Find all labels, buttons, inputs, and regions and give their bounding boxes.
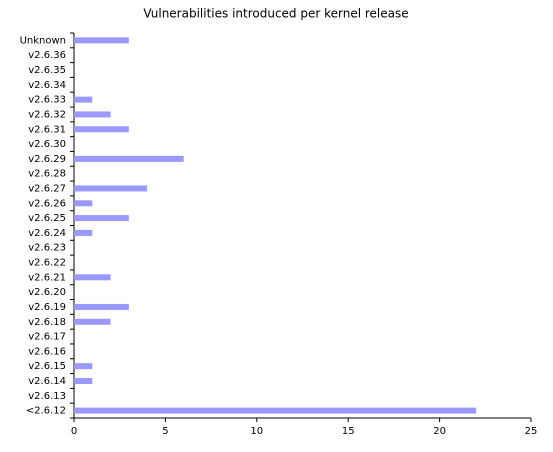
y-tick-label: v2.6.18 (28, 317, 66, 328)
y-tick-label: v2.6.16 (28, 346, 66, 357)
bar (74, 303, 129, 310)
x-tick-label: 5 (162, 426, 168, 437)
bar (74, 407, 477, 414)
bar (74, 363, 93, 370)
y-tick-label: v2.6.19 (28, 302, 66, 313)
y-tick-label: v2.6.36 (28, 50, 66, 61)
y-tick-label: v2.6.33 (28, 95, 66, 106)
bar (74, 215, 129, 222)
y-tick-label: v2.6.30 (28, 139, 66, 150)
y-tick-label: v2.6.31 (28, 124, 66, 135)
bar (74, 229, 93, 236)
bar (74, 37, 129, 44)
y-tick-label: v2.6.14 (28, 376, 66, 387)
bar (74, 126, 129, 133)
y-tick-label: v2.6.13 (28, 391, 66, 402)
y-tick-label: v2.6.20 (28, 287, 66, 298)
y-tick-label: v2.6.28 (28, 169, 66, 180)
bar (74, 377, 93, 384)
y-tick-label: v2.6.22 (28, 258, 66, 269)
bar (74, 185, 148, 192)
y-tick-label: v2.6.35 (28, 65, 66, 76)
y-tick-label: Unknown (20, 35, 66, 46)
x-tick-label: 25 (525, 426, 538, 437)
y-tick-label: v2.6.29 (28, 154, 66, 165)
bar (74, 318, 111, 325)
y-tick-label: v2.6.24 (28, 228, 66, 239)
bar (74, 274, 111, 281)
x-tick-label: 10 (250, 426, 263, 437)
y-tick-label: v2.6.27 (28, 183, 66, 194)
y-tick-label: v2.6.23 (28, 243, 66, 254)
y-tick-label: v2.6.17 (28, 332, 66, 343)
bar (74, 200, 93, 207)
y-tick-label: v2.6.15 (28, 361, 66, 372)
bar (74, 111, 111, 118)
x-tick-label: 20 (433, 426, 446, 437)
x-tick-label: 0 (71, 426, 77, 437)
bar (74, 155, 184, 162)
y-tick-label: v2.6.25 (28, 213, 66, 224)
x-tick-label: 15 (342, 426, 355, 437)
y-tick-label: v2.6.21 (28, 272, 66, 283)
y-tick-label: v2.6.26 (28, 198, 66, 209)
chart-title: Vulnerabilities introduced per kernel re… (143, 7, 408, 21)
y-tick-label: v2.6.32 (28, 109, 66, 120)
y-tick-label: <2.6.12 (26, 406, 66, 417)
y-tick-label: v2.6.34 (28, 80, 66, 91)
bar (74, 96, 93, 103)
